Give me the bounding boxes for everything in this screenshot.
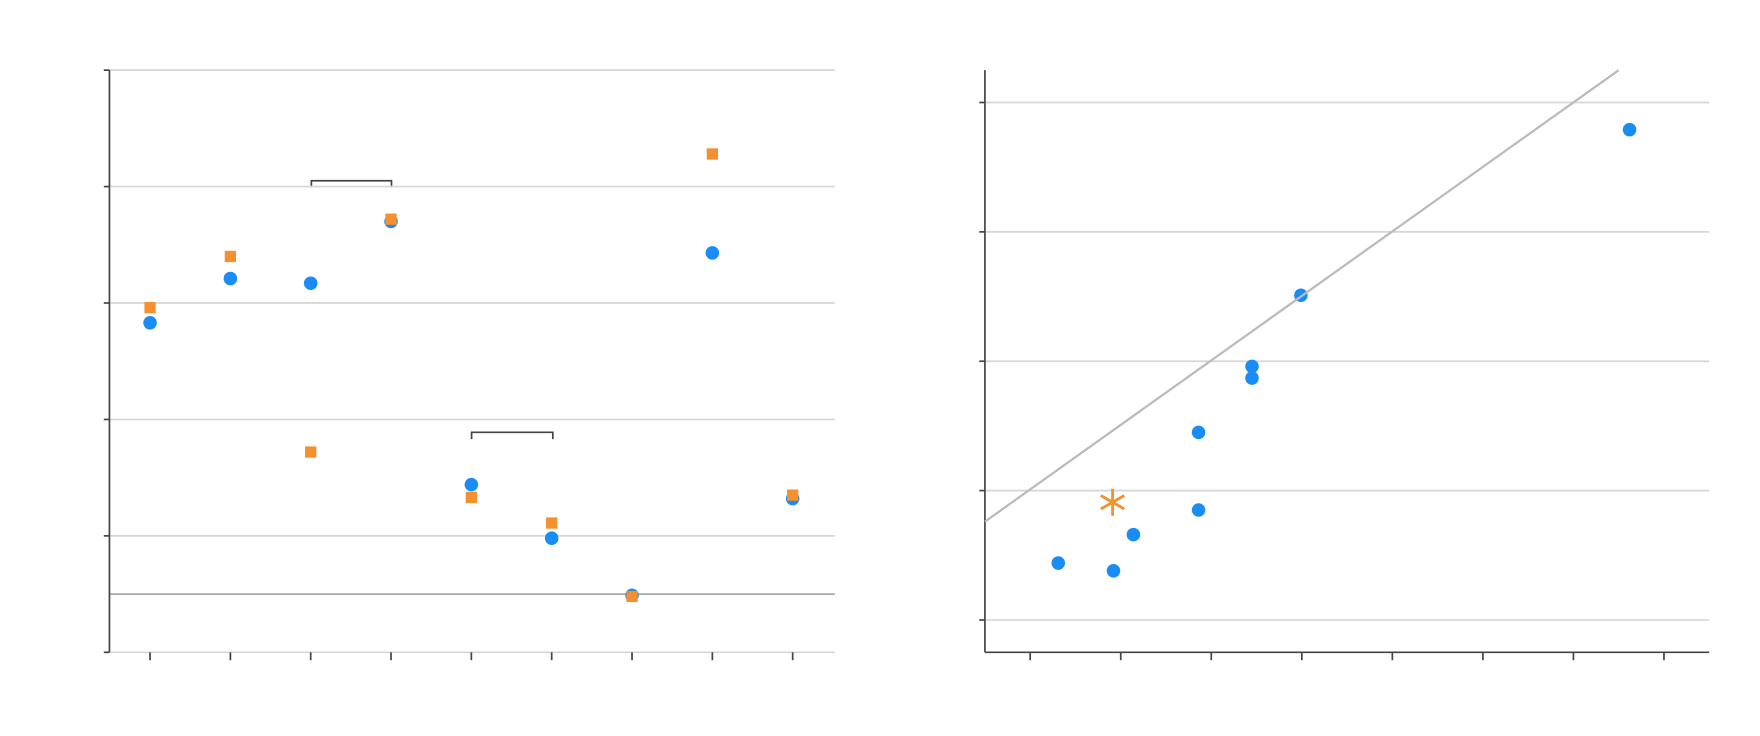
- point: [303, 276, 318, 290]
- point: [544, 531, 559, 545]
- bracket: [470, 431, 554, 440]
- point: [706, 148, 718, 160]
- point: [1622, 122, 1637, 137]
- point: [1126, 527, 1141, 542]
- point: [385, 213, 397, 225]
- point: [464, 477, 479, 492]
- point: [144, 302, 156, 314]
- point: [223, 271, 238, 286]
- point: [143, 316, 157, 330]
- star-point: [1100, 488, 1126, 516]
- point: [705, 246, 720, 260]
- point: [465, 491, 478, 504]
- point: [546, 517, 558, 529]
- point: [224, 250, 237, 263]
- point: [305, 446, 317, 458]
- point: [1106, 564, 1121, 578]
- bracket: [310, 179, 393, 188]
- point: [1051, 556, 1066, 570]
- point: [626, 590, 638, 603]
- point: [1245, 359, 1259, 374]
- point: [787, 489, 799, 501]
- point: [1191, 503, 1206, 517]
- point: [1191, 425, 1206, 440]
- point: [1245, 371, 1259, 385]
- fit-line: [984, 69, 1620, 523]
